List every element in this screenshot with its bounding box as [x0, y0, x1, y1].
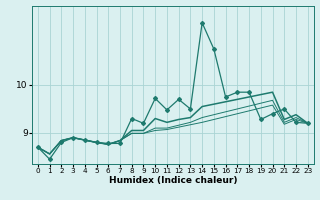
X-axis label: Humidex (Indice chaleur): Humidex (Indice chaleur) [108, 176, 237, 185]
